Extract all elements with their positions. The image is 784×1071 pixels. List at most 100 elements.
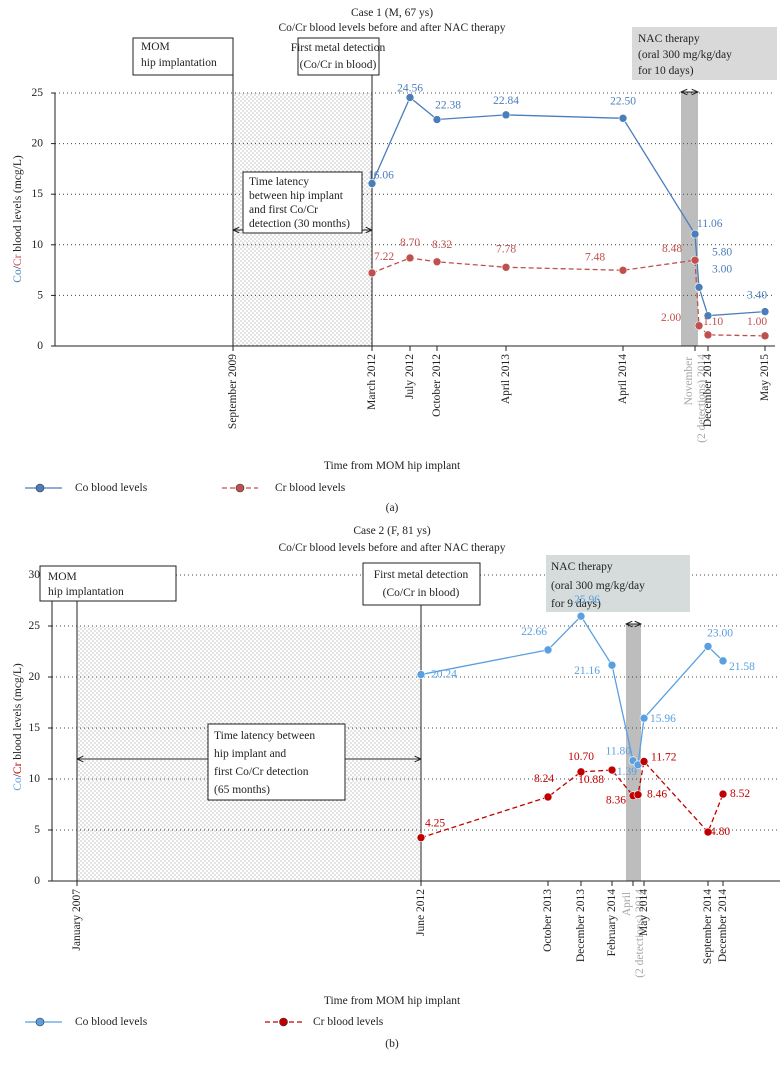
data-label: 11.72 xyxy=(651,751,677,763)
data-point xyxy=(367,179,377,188)
annotation-text: first Co/Cr detection xyxy=(214,766,309,778)
figure-caption: (b) xyxy=(385,1038,399,1050)
x-tick-label: March 2012 xyxy=(366,354,378,410)
x-axis-label: Time from MOM hip implant xyxy=(324,995,461,1007)
data-point xyxy=(703,330,713,340)
data-point xyxy=(618,114,628,123)
data-point xyxy=(760,331,770,341)
annotation-text: NAC therapy xyxy=(638,33,700,45)
annotation-text: First metal detection xyxy=(374,569,469,581)
y-tick-label: 30 xyxy=(29,569,41,581)
legend-marker xyxy=(279,1017,288,1027)
data-label: 3.00 xyxy=(712,264,732,276)
data-point xyxy=(639,713,649,723)
data-label: 16.06 xyxy=(368,169,394,181)
data-point xyxy=(718,789,728,799)
annotation-text: for 10 days) xyxy=(638,65,694,77)
series-line xyxy=(420,760,724,839)
legend-label: Co blood levels xyxy=(75,482,148,494)
annotation-text: First metal detection xyxy=(291,42,386,54)
data-label: 22.66 xyxy=(521,626,547,638)
data-point xyxy=(543,645,553,655)
data-label: 22.84 xyxy=(493,95,519,107)
data-point xyxy=(543,792,553,802)
data-point xyxy=(718,656,728,666)
annotation-text: for 9 days) xyxy=(551,598,601,610)
data-label: 7.78 xyxy=(496,243,516,255)
annotation-box xyxy=(546,555,690,612)
annotation-box xyxy=(39,565,177,602)
x-tick-label: February 2014 xyxy=(606,889,618,957)
data-label: 8.70 xyxy=(400,237,420,249)
data-point xyxy=(694,321,704,331)
data-point xyxy=(432,115,442,124)
data-label: 2.00 xyxy=(661,312,681,324)
annotation-text: (Co/Cr in blood) xyxy=(383,587,460,599)
data-label: 25.96 xyxy=(574,594,600,606)
data-point xyxy=(576,767,586,777)
data-label: 20.24 xyxy=(431,669,457,681)
data-point xyxy=(703,642,713,651)
annotation-box xyxy=(207,723,346,801)
data-label: 11.39 xyxy=(612,766,638,778)
data-label: 8.32 xyxy=(432,239,452,251)
y-tick-label: 5 xyxy=(37,289,43,301)
data-label: 5.80 xyxy=(712,246,732,258)
annotation-text: Time latency xyxy=(249,176,309,188)
annotation-box xyxy=(132,37,234,76)
data-label: 3.40 xyxy=(747,290,767,302)
annotation-text: between hip implant xyxy=(249,190,344,202)
y-tick-label: 10 xyxy=(29,773,41,785)
legend-marker xyxy=(235,483,245,493)
data-point xyxy=(703,311,713,320)
y-axis-label: Co/Cr blood levels (mcg/L) xyxy=(12,155,24,283)
legend-marker xyxy=(35,483,45,493)
legend-label: Cr blood levels xyxy=(275,482,346,494)
y-tick-label: 20 xyxy=(29,671,41,683)
x-tick-label: January 2007 xyxy=(71,889,83,951)
annotation-text: (oral 300 mg/kg/day xyxy=(638,49,732,61)
legend-label: Co blood levels xyxy=(75,1016,148,1028)
y-tick-label: 20 xyxy=(32,138,44,150)
x-tick-label: October 2012 xyxy=(431,354,443,417)
data-label: 8.24 xyxy=(534,773,554,785)
data-point xyxy=(633,790,643,800)
x-tick-label: November (2 detections) 2014 xyxy=(683,354,708,443)
data-label: 22.38 xyxy=(435,100,461,112)
y-tick-label: 15 xyxy=(32,188,44,200)
data-label: 21.16 xyxy=(574,665,600,677)
x-tick-label: May 2014 xyxy=(638,889,650,936)
annotation-text: (65 months) xyxy=(214,784,270,796)
x-tick-label: April 2014 xyxy=(617,354,629,404)
x-tick-label: April 2013 xyxy=(500,354,512,404)
series-line xyxy=(420,615,724,767)
data-point xyxy=(690,255,700,265)
y-tick-label: 25 xyxy=(32,87,44,99)
data-point xyxy=(416,670,426,679)
annotation-text: detection (30 months) xyxy=(249,218,350,230)
data-point xyxy=(690,229,700,239)
y-tick-label: 15 xyxy=(29,722,41,734)
chart-title: Case 1 (M, 67 ys) xyxy=(351,7,433,19)
y-tick-label: 0 xyxy=(34,875,40,887)
x-tick-label: June 2012 xyxy=(415,889,427,936)
data-label: 7.22 xyxy=(374,251,394,263)
data-point xyxy=(405,253,415,263)
annotation-text: Time latency between xyxy=(214,730,315,742)
data-label: 10.88 xyxy=(578,774,604,786)
data-point xyxy=(607,765,617,775)
x-tick-label: July 2012 xyxy=(404,354,416,399)
data-label: 7.48 xyxy=(585,251,605,263)
y-axis-label: Co/Cr blood levels (mcg/L) xyxy=(12,663,24,791)
y-tick-label: 5 xyxy=(34,824,40,836)
annotation-text: hip implant and xyxy=(214,748,286,760)
data-label: 8.52 xyxy=(730,788,750,800)
data-point xyxy=(703,827,713,837)
data-label: 10.70 xyxy=(568,751,594,763)
data-label: 23.00 xyxy=(707,627,733,639)
data-point xyxy=(432,257,442,267)
annotation-text: and first Co/Cr xyxy=(249,204,318,216)
figure-caption: (a) xyxy=(386,502,399,514)
